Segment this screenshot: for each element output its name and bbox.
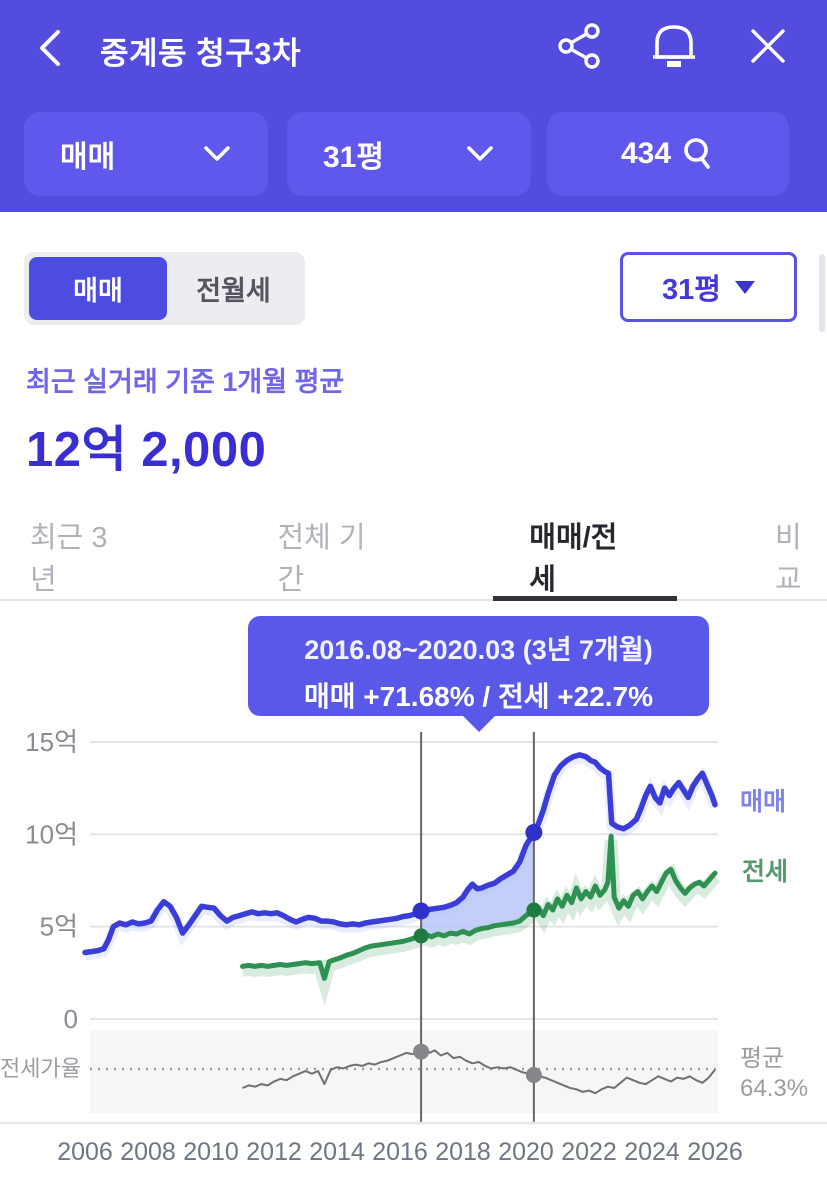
tab-recent-3y[interactable]: 최근 3년 <box>30 521 108 596</box>
toggle-maemae[interactable]: 매매 <box>29 257 167 320</box>
chart-tooltip: 2016.08~2020.03 (3년 7개월) 매매 +71.68% / 전세… <box>248 616 709 732</box>
chevron-down-icon <box>204 146 230 161</box>
x-axis-label: 2010 <box>183 1138 239 1166</box>
ratio-panel-label: 전세가율 <box>0 1056 81 1081</box>
page-title: 중계동 청구3차 <box>100 36 301 71</box>
highlight-fill <box>421 832 534 937</box>
close-icon <box>751 29 785 63</box>
share-button[interactable] <box>552 16 608 76</box>
x-axis-label: 2016 <box>372 1138 428 1166</box>
filter-bar: 매매 31평 434 <box>0 112 827 196</box>
ratio-mean-value: 64.3% <box>740 1075 808 1102</box>
y-axis-label: 5억 <box>40 912 78 942</box>
search-icon <box>684 138 710 169</box>
x-axis-label: 2006 <box>57 1138 113 1166</box>
tooltip-change: 매매 +71.68% / 전세 +22.7% <box>304 681 653 712</box>
x-axis-label: 2014 <box>309 1138 365 1166</box>
header: 중계동 청구3차 <box>0 0 827 212</box>
ratio-panel-bg <box>90 1030 718 1113</box>
x-axis-label: 2026 <box>687 1138 743 1166</box>
y-axis-label: 10억 <box>25 819 78 849</box>
scrollbar[interactable] <box>819 254 825 332</box>
ratio-marker <box>525 1066 542 1083</box>
tab-sale-jeonse[interactable]: 매매/전세 <box>493 512 677 601</box>
ratio-line <box>242 1048 716 1095</box>
back-button[interactable] <box>28 24 72 72</box>
bell-icon <box>653 25 695 67</box>
listing-count: 434 <box>620 137 672 170</box>
toggle-jeonwolse[interactable]: 전월세 <box>196 276 271 306</box>
price-chart: 2016.08~2020.03 (3년 7개월) 매매 +71.68% / 전세… <box>0 604 827 1194</box>
notification-button[interactable] <box>646 16 702 76</box>
y-axis-label: 15억 <box>25 727 78 757</box>
x-axis-label: 2008 <box>120 1138 176 1166</box>
x-axis-label: 2022 <box>561 1138 617 1166</box>
jeonse-marker <box>526 902 542 918</box>
x-axis-label: 2020 <box>498 1138 554 1166</box>
tooltip-period: 2016.08~2020.03 (3년 7개월) <box>304 635 653 665</box>
x-axis-label: 2018 <box>435 1138 491 1166</box>
share-icon <box>558 23 600 69</box>
triangle-down-icon <box>734 280 755 294</box>
trade-toggle-group: 매매 전월세 <box>24 252 305 325</box>
y-axis-label: 0 <box>64 1004 78 1034</box>
price-caption: 최근 실거래 기준 1개월 평균 <box>26 367 345 397</box>
back-chevron-icon <box>40 30 60 66</box>
size-dropdown[interactable]: 31평 <box>287 112 531 196</box>
size-select[interactable]: 31평 <box>620 252 797 322</box>
jeonse-line <box>240 833 718 981</box>
tooltip-pointer <box>462 715 496 732</box>
tab-full-period[interactable]: 전체 기간 <box>277 521 366 596</box>
size-select-value: 31평 <box>662 274 721 306</box>
trade-type-dropdown[interactable]: 매매 <box>24 112 268 196</box>
ratio-mean-label: 평균 <box>740 1045 784 1072</box>
close-button[interactable] <box>740 16 796 76</box>
title-row: 중계동 청구3차 <box>0 0 827 100</box>
size-label: 31평 <box>323 141 384 174</box>
average-price: 12억 2,000 <box>26 423 267 477</box>
sale-marker <box>412 902 430 920</box>
x-axis-label: 2012 <box>246 1138 302 1166</box>
chevron-down-icon <box>467 146 493 161</box>
ratio-marker <box>413 1043 430 1060</box>
chart-tabs: 최근 3년 전체 기간 매매/전세 비교 <box>0 512 827 601</box>
legend-jeonse: 전세 <box>742 858 788 886</box>
tab-compare[interactable]: 비교 <box>775 521 802 596</box>
x-axis-label: 2024 <box>624 1138 680 1166</box>
legend-sale: 매매 <box>740 788 786 816</box>
trade-type-label: 매매 <box>60 141 116 174</box>
listing-count-button[interactable]: 434 <box>547 112 789 196</box>
jeonse-marker <box>413 928 429 944</box>
sale-marker <box>525 823 543 841</box>
